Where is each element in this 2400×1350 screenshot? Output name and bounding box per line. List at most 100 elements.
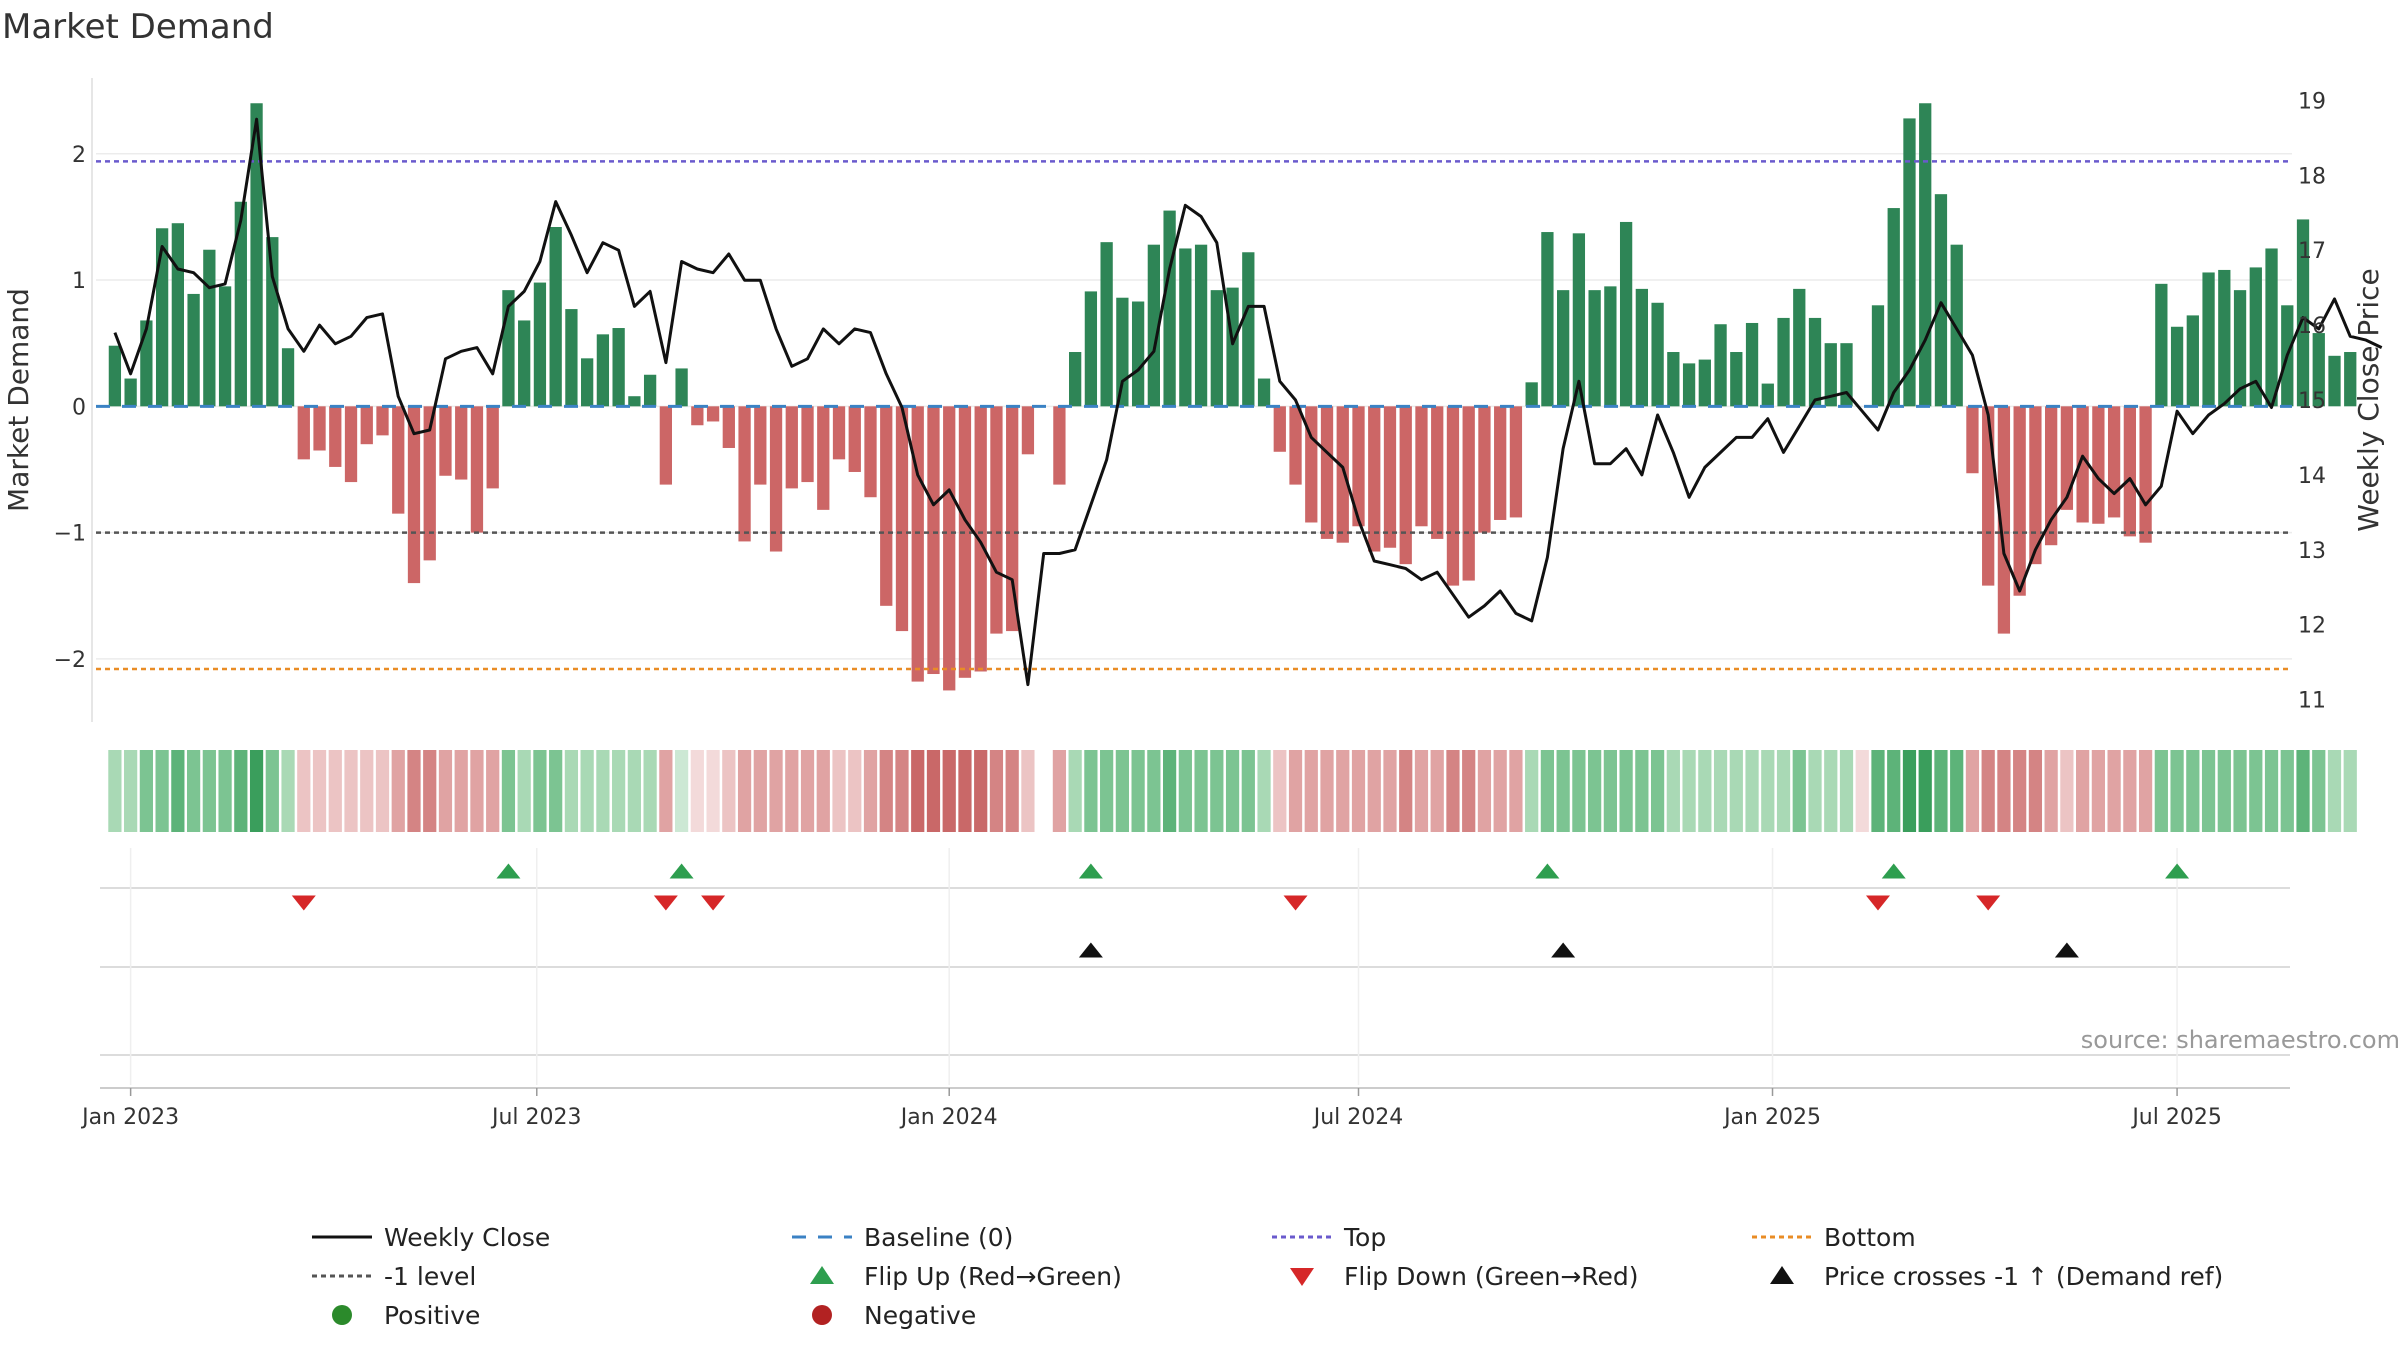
strip-cell [1934, 750, 1948, 832]
y-ticks: 2 1 0 −1 −2 [54, 143, 86, 673]
strip-cell [1776, 750, 1791, 832]
bar-positive [2312, 333, 2325, 407]
bar-positive [2218, 269, 2231, 407]
price-cross-marker [1551, 942, 1576, 958]
strip-cell [2343, 750, 2357, 832]
legend-label: Flip Down (Green→Red) [1344, 1262, 1639, 1291]
legend-swatch-triangle-up [810, 1266, 834, 1284]
strip-cell [108, 750, 122, 832]
strip-cell [2249, 750, 2263, 832]
bar-positive [1919, 103, 1932, 407]
strip-cell [1462, 750, 1476, 832]
strip-cell [2138, 750, 2153, 832]
x-tick-label: Jul 2023 [490, 1105, 582, 1130]
strip-cell [1131, 750, 1145, 832]
bar-positive [612, 328, 625, 407]
bar-negative [1415, 406, 1428, 527]
strip-cell [1855, 750, 1869, 832]
strip-cell [2107, 750, 2121, 832]
bar-positive [1667, 352, 1680, 407]
y-tick-label: 0 [72, 395, 86, 420]
bar-negative [407, 406, 421, 584]
bar-negative [817, 406, 830, 510]
strip-cell [533, 750, 547, 832]
strip-cell [2123, 750, 2137, 832]
strip-cell [1745, 750, 1759, 832]
strip-cell [1257, 750, 1271, 832]
strip-cell [265, 750, 279, 832]
strip-cell [407, 750, 421, 832]
strip-cell [911, 750, 925, 832]
source-credit: source: sharemaestro.com [2081, 1026, 2400, 1054]
bar-negative [376, 406, 389, 436]
legend-swatch-circle [812, 1305, 832, 1325]
strip-cell [706, 750, 720, 832]
strip-cell [1005, 750, 1019, 832]
bar-negative [1478, 406, 1491, 533]
x-tick-label: Jul 2025 [2130, 1105, 2222, 1130]
bar-positive [2265, 248, 2278, 407]
strip-cell [989, 750, 1004, 832]
strip-cell [375, 750, 390, 832]
bar-negative [360, 406, 373, 445]
strip-cell [1603, 750, 1617, 832]
strip-cell [2264, 750, 2279, 832]
flip-down-marker [1283, 895, 1308, 911]
bar-negative [329, 406, 342, 467]
strip-cell [549, 750, 563, 832]
bar-negative [2045, 406, 2058, 546]
strip-cell [2280, 750, 2294, 832]
bar-negative [455, 406, 468, 480]
strip-cell [1383, 750, 1397, 832]
bar-negative [974, 406, 987, 672]
strip-cell [391, 750, 405, 832]
bar-positive [1588, 290, 1601, 407]
strip-cell [1698, 750, 1712, 832]
bar-negative [1336, 406, 1349, 543]
strip-cell [1729, 750, 1743, 832]
bar-negative [1399, 406, 1412, 565]
strip-cell [643, 750, 657, 832]
bar-negative [2139, 406, 2152, 543]
strip-cell [1871, 750, 1885, 832]
bar-positive [1525, 382, 1538, 407]
strip-cell [2296, 750, 2310, 832]
strip-cell [1887, 750, 1901, 832]
bar-positive [1242, 252, 1255, 407]
strip-cell [1084, 750, 1098, 832]
strip-cell [1194, 750, 1208, 832]
strip-cell [1761, 750, 1775, 832]
bar-negative [990, 406, 1003, 634]
strip-cell [1320, 750, 1334, 832]
bar-negative [659, 406, 672, 485]
bar-positive [266, 237, 279, 407]
strip-cell [879, 750, 893, 832]
bar-negative [1320, 406, 1334, 539]
y-tick-label: 1 [72, 269, 86, 294]
strip-cell [2186, 750, 2200, 832]
strip-cell [1666, 750, 1680, 832]
strip-cell [1225, 750, 1240, 832]
bar-negative [1966, 406, 1979, 474]
bar-positive [2249, 267, 2262, 407]
y2-tick-label: 11 [2298, 689, 2326, 714]
flip-down-marker [701, 895, 726, 911]
strip-cell [2233, 750, 2247, 832]
bar-negative [1494, 406, 1507, 520]
bar-negative [344, 406, 358, 483]
strip-cell [785, 750, 799, 832]
strip-cell [800, 750, 815, 832]
bar-positive [108, 345, 122, 407]
strip-cell [501, 750, 516, 832]
y-tick-label: −1 [54, 522, 86, 547]
strip-cell [281, 750, 295, 832]
bar-positive [518, 320, 531, 407]
strip-cell [202, 750, 216, 832]
y-axis-label: Market Demand [2, 288, 35, 512]
bar-positive [1226, 287, 1239, 407]
strip-cell [360, 750, 374, 832]
strip-cell [674, 750, 689, 832]
bar-positive [1619, 221, 1633, 407]
price-line-group [113, 117, 2383, 687]
strip-cell [1619, 750, 1633, 832]
